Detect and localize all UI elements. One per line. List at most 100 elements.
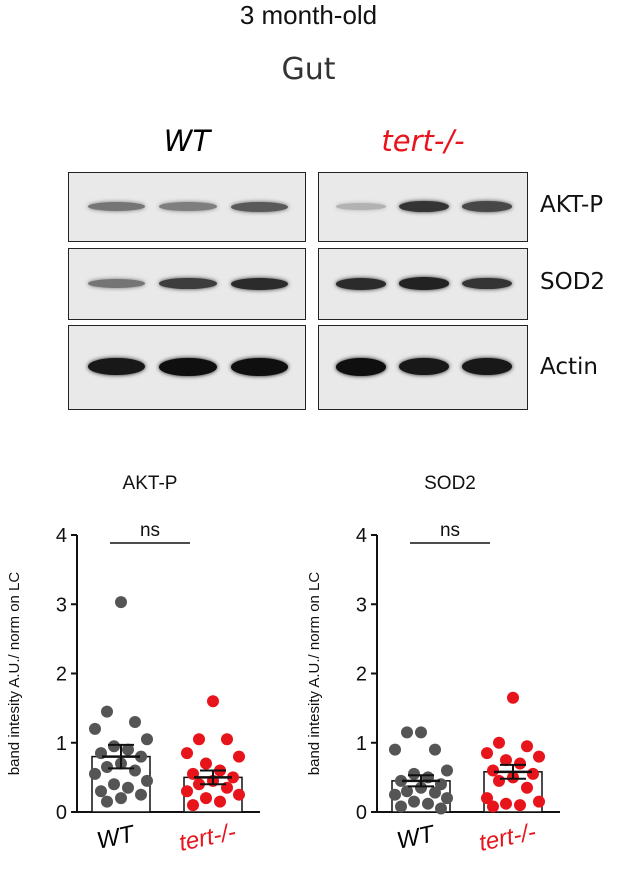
data-point <box>441 764 453 777</box>
figure-tissue-title: Gut <box>281 52 336 87</box>
significance-label: ns <box>440 520 460 541</box>
y-tick-label: 3 <box>56 594 67 616</box>
y-tick-label: 0 <box>356 802 367 824</box>
x-category-label: WT <box>394 820 438 855</box>
data-point <box>141 733 153 746</box>
data-point <box>207 695 219 708</box>
data-point <box>415 726 427 739</box>
data-point <box>395 800 407 813</box>
data-point <box>101 760 113 773</box>
y-tick-label: 3 <box>356 594 367 616</box>
y-tick-label: 1 <box>56 733 67 755</box>
blot-band <box>461 201 513 213</box>
y-tick-label: 1 <box>356 733 367 755</box>
data-point <box>193 733 205 746</box>
data-point <box>233 788 245 801</box>
x-category-label: tert-/- <box>177 818 239 856</box>
data-point <box>514 757 526 770</box>
data-point <box>389 743 401 756</box>
data-point <box>527 767 539 780</box>
data-point <box>135 788 147 801</box>
data-point <box>187 799 199 812</box>
blot-band <box>398 358 450 376</box>
blot-band <box>398 277 450 290</box>
blot-row-label-actin: Actin <box>540 354 598 380</box>
blot-row-label-akt-p: AKT-P <box>540 192 604 218</box>
data-point <box>193 778 205 791</box>
data-point <box>422 797 434 810</box>
blot-group-label-wt: WT <box>163 124 211 158</box>
data-point <box>401 785 413 798</box>
y-tick-label: 4 <box>356 525 367 547</box>
chart-title: AKT-P <box>123 473 178 494</box>
data-point <box>408 795 420 808</box>
blot-panel-actin-tert <box>318 325 528 410</box>
data-point <box>101 705 113 718</box>
data-point <box>408 767 420 780</box>
data-point <box>401 726 413 739</box>
blot-panel-sod2-tert <box>318 248 528 320</box>
blot-band <box>461 358 513 376</box>
blot-panel-akt-p-tert <box>318 172 528 242</box>
y-tick-label: 4 <box>56 525 67 547</box>
blot-row-label-sod2: SOD2 <box>540 269 606 295</box>
data-point <box>115 596 127 609</box>
blot-band <box>159 202 217 211</box>
chart-title: SOD2 <box>424 473 476 494</box>
data-point <box>89 722 101 735</box>
data-point <box>214 795 226 808</box>
blot-band <box>88 202 146 212</box>
data-point <box>507 691 519 704</box>
blot-band <box>335 203 387 210</box>
data-point <box>108 740 120 753</box>
blot-band <box>159 357 217 376</box>
data-point <box>441 792 453 805</box>
data-point <box>415 781 427 794</box>
blot-panel-sod2-wt <box>68 248 306 320</box>
data-point <box>181 785 193 798</box>
data-point <box>500 754 512 767</box>
data-point <box>233 750 245 763</box>
blot-band <box>88 358 146 376</box>
data-point <box>101 795 113 808</box>
data-point <box>514 799 526 812</box>
blot-group-label-tert: tert-/- <box>381 124 465 158</box>
sod2-chart: SOD2 band intesity A.U./ norm on LC 0 1 2 3 4 W… <box>306 473 560 857</box>
blot-band <box>335 357 387 376</box>
data-point <box>493 774 505 787</box>
blot-band <box>88 278 146 289</box>
blot-band <box>461 277 513 290</box>
data-point <box>200 792 212 805</box>
data-point <box>227 771 239 784</box>
data-point <box>122 781 134 794</box>
y-tick-label: 2 <box>56 664 67 686</box>
data-point <box>95 785 107 798</box>
figure-age-title: 3 month-old <box>239 0 378 30</box>
data-point <box>429 743 441 756</box>
data-point <box>429 786 441 799</box>
y-tick-label: 0 <box>56 802 67 824</box>
data-point <box>521 740 533 753</box>
data-point <box>89 767 101 780</box>
data-point <box>481 792 493 805</box>
data-point <box>493 736 505 749</box>
data-point <box>129 715 141 728</box>
blot-band <box>230 357 288 376</box>
blot-band <box>398 200 450 213</box>
blot-band <box>230 201 288 212</box>
y-axis-label: band intesity A.U./ norm on LC <box>6 572 23 776</box>
x-category-label: tert-/- <box>477 818 539 856</box>
data-point <box>533 795 545 808</box>
data-point <box>435 802 447 815</box>
data-point <box>108 778 120 791</box>
blot-band <box>159 277 217 290</box>
blot-band <box>335 277 387 290</box>
data-point <box>487 800 499 813</box>
akt-p-chart: AKT-P band intesity A.U./ norm on LC 0 1 2 3 4… <box>6 473 260 857</box>
data-point <box>181 747 193 760</box>
data-point <box>533 750 545 763</box>
y-tick-label: 2 <box>356 664 367 686</box>
data-point <box>122 743 134 756</box>
significance-label: ns <box>140 520 160 541</box>
x-category-label: WT <box>94 820 138 855</box>
